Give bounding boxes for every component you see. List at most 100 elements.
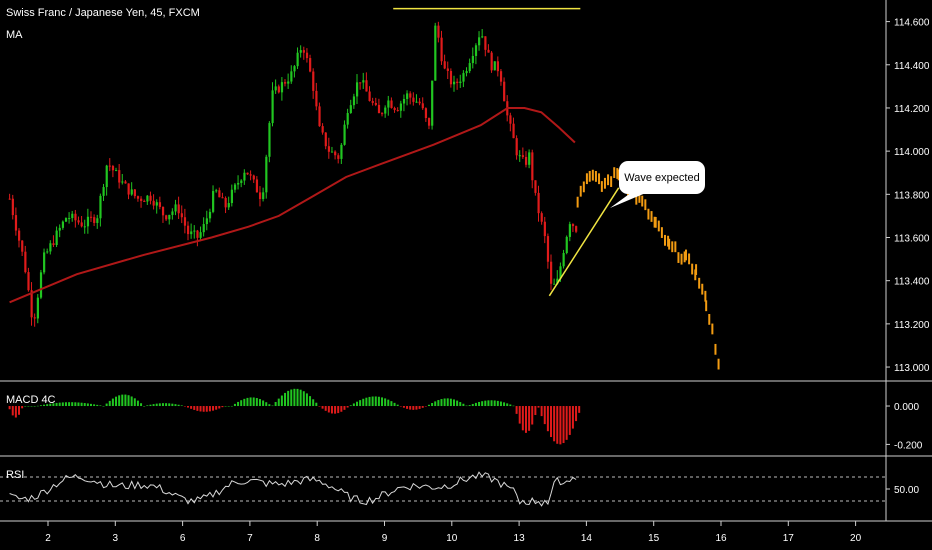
x-tick-label: 13 (514, 533, 526, 544)
price-candle (512, 123, 515, 139)
macd-bar (503, 402, 506, 407)
price-candle (553, 283, 556, 285)
macd-bar (246, 397, 249, 407)
price-candle (318, 106, 321, 127)
macd-bar (550, 406, 553, 438)
price-candle (237, 182, 240, 185)
price-candle (290, 71, 293, 82)
price-candle (183, 217, 187, 226)
macd-panel-label[interactable]: MACD 4C (6, 394, 56, 406)
macd-bar (337, 406, 340, 414)
price-candle (105, 165, 108, 188)
price-candle (252, 175, 255, 180)
price-candle (521, 155, 525, 157)
price-candle (208, 211, 212, 219)
price-candle (24, 251, 27, 273)
price-candle (334, 151, 337, 156)
price-candle (230, 189, 234, 204)
price-candle (459, 81, 462, 84)
macd-bar (309, 396, 312, 407)
rsi-y-tick-label: 50.00 (894, 485, 919, 496)
macd-bar (359, 400, 362, 407)
x-tick-label: 14 (581, 533, 593, 544)
macd-bar (130, 396, 133, 407)
price-candle (284, 82, 287, 84)
price-candle (118, 170, 121, 183)
macd-bar (39, 405, 42, 407)
macd-bar (412, 406, 415, 410)
macd-bar (312, 399, 315, 407)
price-candle (240, 180, 243, 183)
macd-bar (89, 403, 92, 407)
macd-bar (396, 404, 399, 407)
macd-bar (255, 398, 258, 407)
macd-bar (64, 402, 67, 407)
macd-bar (540, 406, 543, 417)
price-candle (478, 37, 481, 46)
macd-bar (556, 406, 559, 444)
price-candle (409, 93, 412, 98)
price-candle (243, 172, 246, 181)
price-candle (509, 115, 512, 124)
macd-bar (355, 401, 358, 407)
macd-bar (205, 406, 208, 412)
price-candle (64, 218, 68, 222)
macd-bar (406, 406, 409, 409)
y-tick-label: 113.000 (894, 363, 930, 374)
macd-bar (121, 394, 124, 407)
trendline (548, 187, 620, 297)
price-candle (374, 102, 377, 105)
price-candle (221, 197, 224, 199)
macd-bar (562, 406, 565, 444)
price-candle (55, 230, 58, 245)
macd-bar (559, 406, 562, 445)
price-candle (190, 231, 193, 235)
macd-bar (399, 406, 402, 407)
macd-bar (543, 406, 546, 425)
macd-bar (446, 398, 449, 407)
price-candle (89, 216, 93, 218)
price-candle (49, 243, 52, 252)
price-candle (52, 243, 55, 245)
macd-bar (180, 405, 183, 407)
macd-bar (105, 403, 108, 407)
macd-bar (284, 392, 287, 407)
macd-bar (258, 399, 261, 407)
macd-bar (343, 406, 346, 410)
price-candle (8, 198, 11, 200)
rsi-group: 50.00 (0, 471, 919, 507)
price-candle (556, 278, 559, 284)
price-candle (396, 110, 399, 112)
annotation-callout[interactable]: Wave expected (619, 161, 705, 194)
ma-line (9, 107, 576, 304)
macd-bar (118, 395, 121, 407)
macd-bar (440, 399, 443, 407)
macd-bar (8, 406, 11, 410)
y-tick-label: 113.600 (894, 234, 930, 245)
macd-bar (512, 405, 515, 407)
ma-indicator-label[interactable]: MA (6, 29, 23, 41)
price-candle (111, 166, 115, 171)
x-tick-label: 16 (715, 533, 727, 544)
y-tick-label: 114.000 (894, 147, 930, 158)
price-candle (124, 181, 127, 184)
macd-bar (140, 403, 143, 407)
macd-bar (155, 403, 158, 407)
macd-bar (449, 398, 452, 407)
macd-bar (52, 403, 55, 407)
price-candle (309, 58, 312, 72)
price-candle (11, 198, 14, 216)
price-candle (471, 55, 474, 64)
macd-bar (377, 396, 380, 407)
price-candle (262, 192, 265, 200)
macd-bar (437, 400, 440, 407)
macd-bar (390, 401, 393, 407)
price-candle (305, 52, 309, 59)
x-tick-label: 15 (648, 533, 660, 544)
price-candle (149, 195, 152, 201)
macd-bar (36, 405, 39, 407)
macd-bar (208, 406, 211, 412)
macd-bar (299, 389, 302, 407)
rsi-panel-label[interactable]: RSI (6, 469, 25, 481)
macd-bar (465, 405, 468, 407)
